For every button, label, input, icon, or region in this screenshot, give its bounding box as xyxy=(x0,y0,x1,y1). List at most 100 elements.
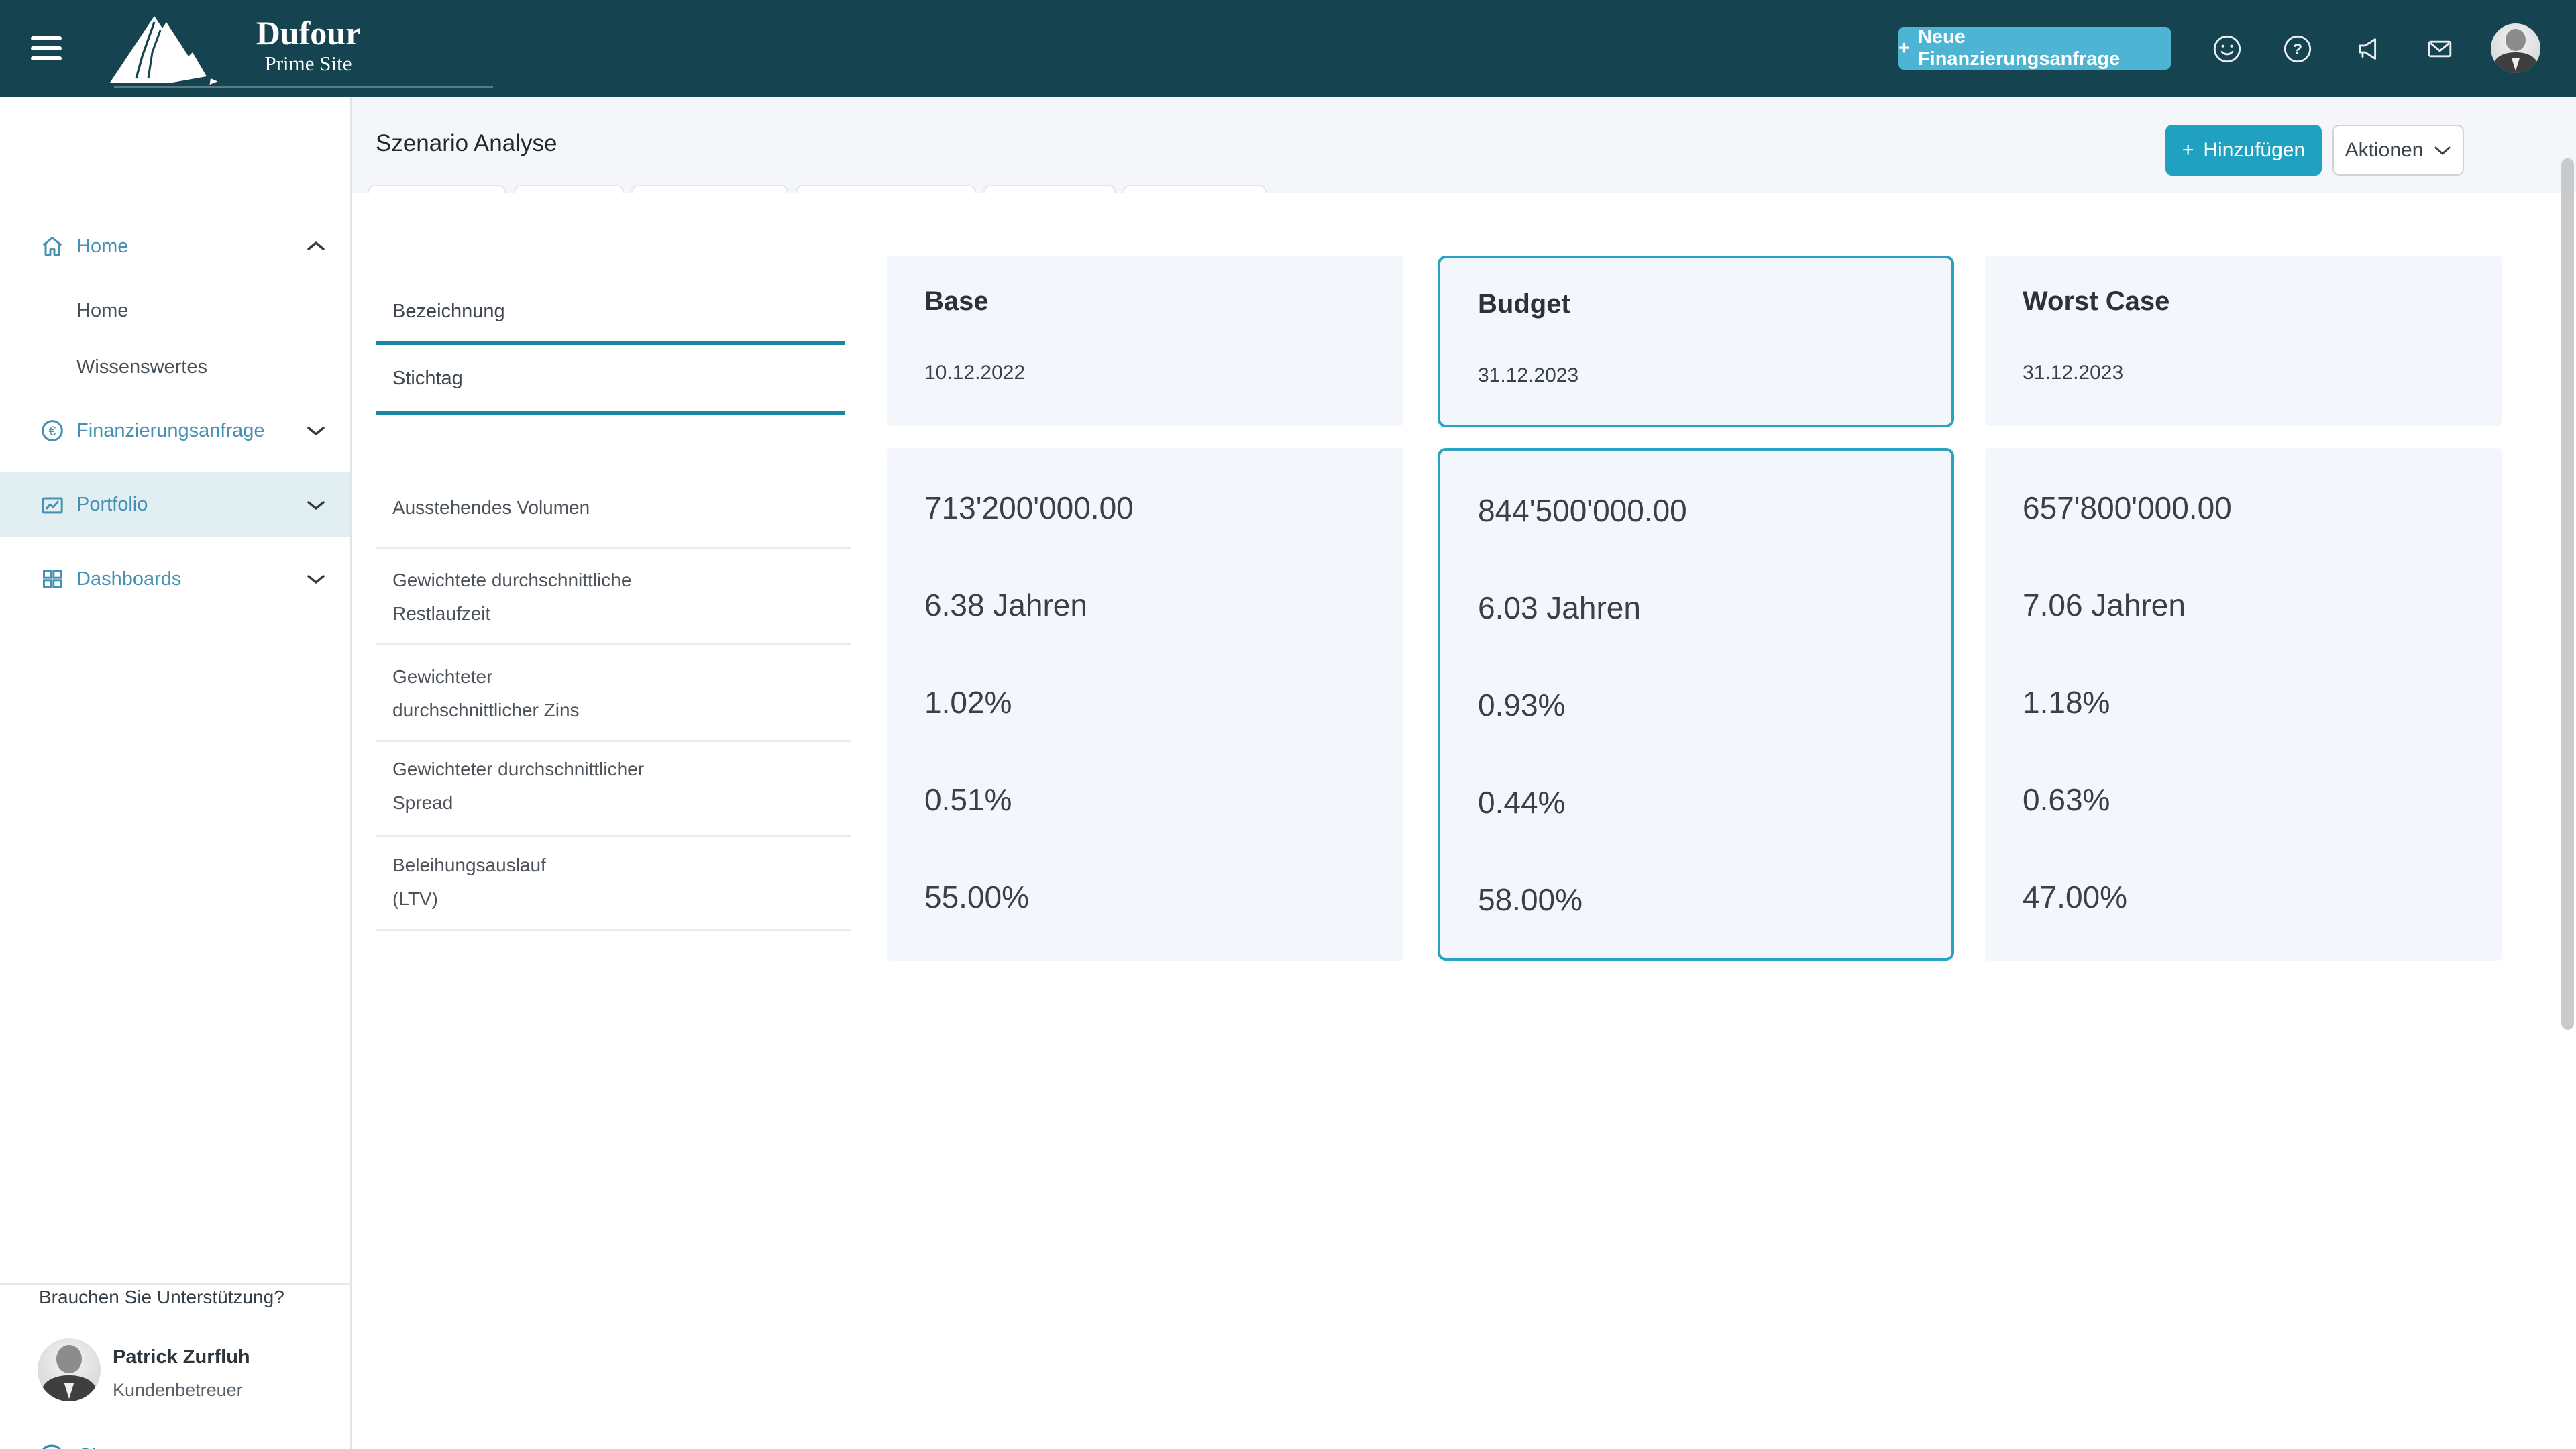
value-zins: 0.93% xyxy=(1478,688,1566,722)
sidebar-item-label: Dashboards xyxy=(76,568,182,590)
sidebar-item-finanzierungsanfrage[interactable]: € Finanzierungsanfrage xyxy=(0,398,350,463)
bezeichnung-underline xyxy=(376,341,845,345)
sidebar-item-dashboards[interactable]: Dashboards xyxy=(0,547,350,611)
advisor-avatar xyxy=(38,1338,101,1401)
vertical-scrollbar-thumb[interactable] xyxy=(2561,158,2574,1030)
help-icon[interactable]: ? xyxy=(2282,34,2313,64)
svg-text:?: ? xyxy=(2293,40,2302,58)
scenario-date: 10.12.2022 xyxy=(924,362,1026,384)
value-zins: 1.02% xyxy=(924,685,1012,720)
tab-top-decoration xyxy=(1123,185,1267,193)
row-divider xyxy=(376,740,851,742)
new-financing-request-button[interactable]: + Neue Finanzierungsanfrage xyxy=(1898,26,2171,70)
scenario-card-base[interactable]: Base 10.12.2022 xyxy=(887,256,1403,426)
chat-label: Chat xyxy=(78,1445,119,1449)
row-label-volumen: Ausstehendes Volumen xyxy=(392,497,590,518)
chevron-down-icon xyxy=(307,500,325,510)
add-button-label: Hinzufügen xyxy=(2203,139,2306,161)
svg-text:€: € xyxy=(49,425,56,439)
sidebar-item-portfolio[interactable]: Portfolio xyxy=(0,472,350,537)
row-label-ltv: Beleihungsauslauf (LTV) xyxy=(392,855,546,909)
euro-icon: € xyxy=(42,420,63,441)
hamburger-menu-icon[interactable] xyxy=(31,35,62,62)
value-spread: 0.44% xyxy=(1478,785,1566,820)
scenario-values-base: 713'200'000.00 6.38 Jahren 1.02% 0.51% 5… xyxy=(887,448,1403,961)
support-question: Brauchen Sie Unterstützung? xyxy=(39,1287,284,1307)
field-label-stichtag: Stichtag xyxy=(392,368,463,389)
chevron-down-icon xyxy=(2434,146,2451,154)
tab-top-decoration xyxy=(983,185,1116,193)
value-spread: 0.51% xyxy=(924,782,1012,817)
tab-top-decoration xyxy=(796,185,976,193)
mail-icon[interactable] xyxy=(2424,34,2455,64)
scenario-name: Worst Case xyxy=(2023,286,2170,316)
app-header: Dufour Prime Site + Neue Finanzierungsan… xyxy=(0,0,2576,97)
value-restlaufzeit: 6.38 Jahren xyxy=(924,588,1087,623)
sidebar-divider xyxy=(0,1283,350,1285)
scenario-values-worst-case: 657'800'000.00 7.06 Jahren 1.18% 0.63% 4… xyxy=(1985,448,2502,961)
value-volumen: 844'500'000.00 xyxy=(1478,493,1687,528)
row-label-zins: Gewichteter durchschnittlicher Zins xyxy=(392,666,580,720)
tab-top-decoration xyxy=(368,185,506,193)
sidebar-subitem-home[interactable]: Home xyxy=(0,282,350,339)
chevron-up-icon xyxy=(307,241,325,250)
scenario-name: Base xyxy=(924,286,989,316)
sidebar-item-label: Home xyxy=(76,235,129,257)
row-divider xyxy=(376,929,851,931)
row-divider xyxy=(376,547,851,549)
portfolio-icon xyxy=(42,497,63,513)
row-divider xyxy=(376,643,851,645)
add-button[interactable]: + Hinzufügen xyxy=(2165,125,2322,176)
sidebar-item-label: Home xyxy=(76,299,129,321)
chevron-down-icon xyxy=(307,427,325,435)
plus-icon: + xyxy=(1898,37,1910,59)
value-zins: 1.18% xyxy=(2023,685,2110,720)
row-divider xyxy=(376,835,851,837)
advisor-name: Patrick Zurfluh xyxy=(113,1346,250,1368)
value-spread: 0.63% xyxy=(2023,782,2110,817)
tab-top-decoration xyxy=(514,185,624,193)
advisor-role: Kundenbetreuer xyxy=(113,1380,243,1400)
actions-button[interactable]: Aktionen xyxy=(2332,125,2464,176)
row-label-restlaufzeit: Gewichtete durchschnittliche Restlaufzei… xyxy=(392,570,632,624)
plus-icon: + xyxy=(2182,139,2194,161)
value-restlaufzeit: 6.03 Jahren xyxy=(1478,590,1641,625)
home-icon xyxy=(42,237,62,256)
value-volumen: 657'800'000.00 xyxy=(2023,490,2232,525)
sidebar-subitem-wissenswertes[interactable]: Wissenswertes xyxy=(0,339,350,395)
new-financing-request-label: Neue Finanzierungsanfrage xyxy=(1917,26,2121,70)
sidebar-item-home[interactable]: Home xyxy=(0,214,350,278)
actions-button-label: Aktionen xyxy=(2345,139,2424,161)
logo-underline xyxy=(114,86,493,88)
sidebar-border xyxy=(350,97,352,1449)
value-ltv: 55.00% xyxy=(924,879,1030,914)
sidebar-item-label: Portfolio xyxy=(76,494,148,515)
scenario-date: 31.12.2023 xyxy=(1478,364,1579,386)
row-label-spread: Gewichteter durchschnittlicher Spread xyxy=(392,759,645,813)
sidebar: Home Home Wissenswertes € Finanzierungsa… xyxy=(0,97,350,1449)
sidebar-item-label: Wissenswertes xyxy=(76,356,207,378)
sidebar-item-label: Finanzierungsanfrage xyxy=(76,419,265,441)
value-volumen: 713'200'000.00 xyxy=(924,490,1134,525)
user-avatar[interactable] xyxy=(2491,23,2540,73)
scenario-card-worst-case[interactable]: Worst Case 31.12.2023 xyxy=(1985,256,2502,426)
stichtag-underline xyxy=(376,411,845,415)
brand-name: Dufour xyxy=(256,14,361,52)
smiley-icon[interactable] xyxy=(2212,34,2243,64)
scenario-date: 31.12.2023 xyxy=(2023,362,2124,384)
brand-subtitle: Prime Site xyxy=(264,52,352,75)
value-ltv: 47.00% xyxy=(2023,879,2128,914)
page-title: Szenario Analyse xyxy=(376,130,557,156)
dashboards-icon xyxy=(43,570,62,589)
chat-icon xyxy=(42,1444,61,1449)
tab-top-decoration xyxy=(631,185,788,193)
chat-link[interactable]: Chat xyxy=(0,1436,268,1449)
value-restlaufzeit: 7.06 Jahren xyxy=(2023,588,2186,623)
announcement-icon[interactable] xyxy=(2354,34,2385,64)
chevron-down-icon xyxy=(307,575,325,584)
mountain-logo-icon xyxy=(110,16,218,85)
scenario-name: Budget xyxy=(1478,289,1570,319)
scenario-card-budget[interactable]: Budget 31.12.2023 xyxy=(1438,256,1954,427)
field-label-bezeichnung: Bezeichnung xyxy=(392,301,505,322)
